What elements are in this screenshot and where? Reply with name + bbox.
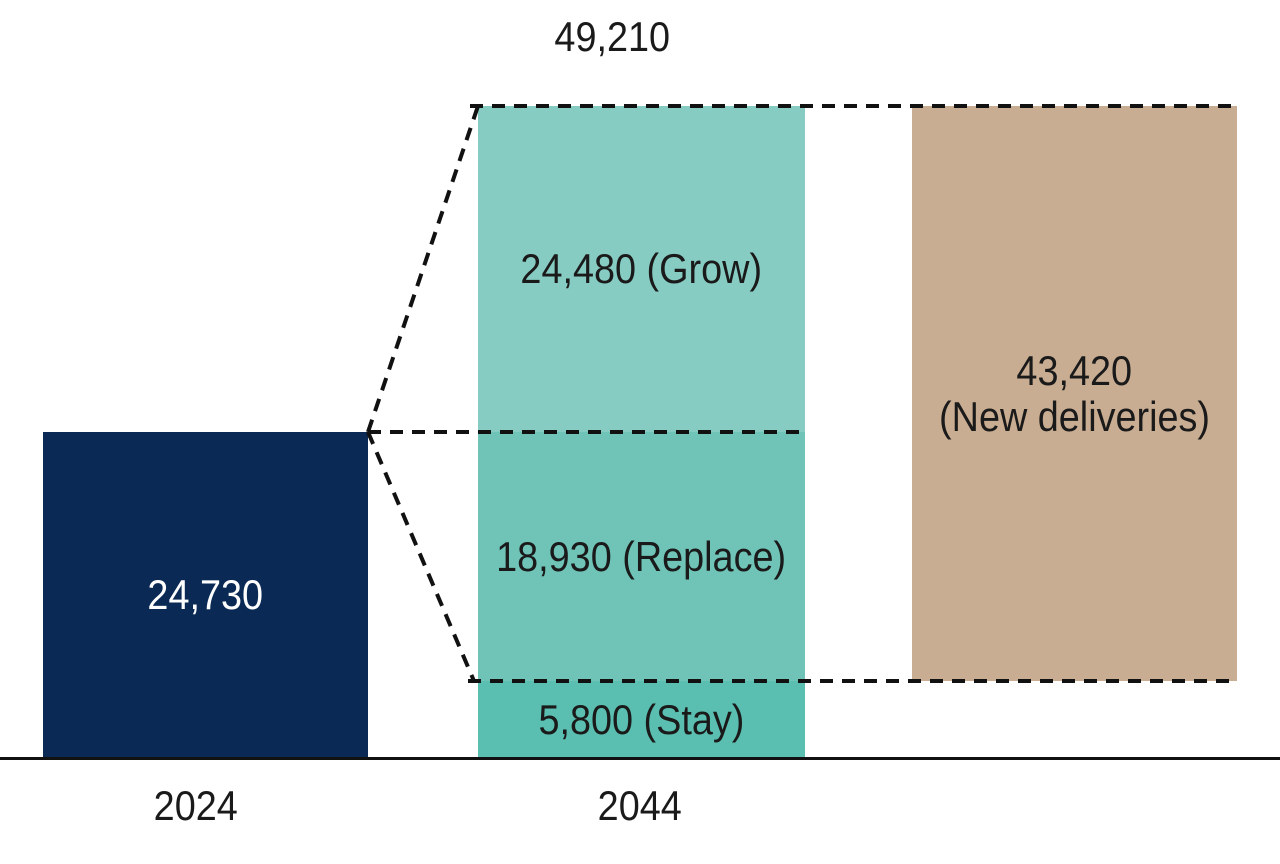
bar-2024: 24,730 xyxy=(43,432,368,758)
x-axis-label-2024: 2024 xyxy=(46,784,346,828)
bar-new-deliveries: 43,420 (New deliveries) xyxy=(912,106,1237,681)
segment-replace: 18,930 (Replace) xyxy=(478,432,805,681)
x-axis-label-2044-text: 2044 xyxy=(597,782,683,829)
segment-stay: 5,800 (Stay) xyxy=(478,681,805,758)
x-axis-label-2024-text: 2024 xyxy=(153,782,239,829)
new-deliveries-value: 43,420 xyxy=(1016,346,1133,394)
segment-grow-label: 24,480 (Grow) xyxy=(520,245,763,292)
total-2044-value: 49,210 xyxy=(554,13,670,60)
total-2044-label: 49,210 xyxy=(462,14,762,60)
x-axis-label-2044: 2044 xyxy=(490,784,790,828)
segment-grow: 24,480 (Grow) xyxy=(478,106,805,432)
new-deliveries-caption: (New deliveries) xyxy=(939,392,1210,440)
dashed-diagonal-up xyxy=(366,105,480,433)
segment-stay-label: 5,800 (Stay) xyxy=(538,695,745,743)
bar-new-deliveries-label: 43,420 (New deliveries) xyxy=(912,106,1237,681)
bar-2024-value-label: 24,730 xyxy=(147,571,264,618)
dashed-diagonal-down xyxy=(366,431,476,682)
segment-replace-label: 18,930 (Replace) xyxy=(496,532,787,580)
